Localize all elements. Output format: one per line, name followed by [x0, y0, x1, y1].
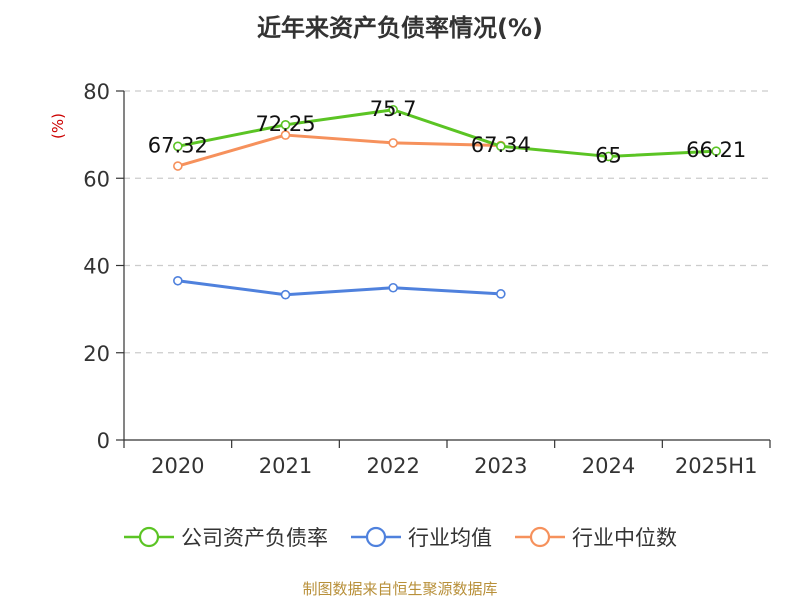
legend: 公司资产负债率 行业均值 行业中位数 [0, 520, 800, 554]
series-lines [173, 104, 721, 300]
data-point [173, 161, 183, 171]
y-axis-label: (%) [49, 113, 67, 139]
data-labels: 67.32 72.25 75.7 67.34 65 66.21 [148, 97, 746, 168]
data-point [280, 130, 291, 140]
legend-label: 公司资产负债率 [181, 526, 328, 550]
source-note: 制图数据来自恒生聚源数据库 [302, 580, 498, 598]
x-tick-label: 2024 [582, 454, 635, 478]
legend-swatch-marker [138, 526, 160, 548]
y-tick-label: 40 [83, 255, 110, 279]
data-point [280, 289, 291, 300]
legend-swatch [351, 526, 401, 548]
legend-swatch [515, 526, 565, 548]
data-point [496, 141, 506, 152]
x-tick-label: 2021 [259, 454, 312, 478]
legend-label: 行业均值 [408, 526, 492, 550]
series-line-1 [177, 279, 501, 297]
legend-item: 行业中位数 [514, 522, 677, 552]
data-label: 65 [595, 143, 622, 167]
chart-title: 近年来资产负债率情况(%) [257, 14, 543, 42]
x-tick-label: 2023 [474, 454, 527, 478]
data-point [388, 138, 398, 148]
data-point [496, 289, 506, 299]
data-point [388, 104, 398, 115]
legend-label: 行业中位数 [572, 526, 677, 550]
legend-item: 行业均值 [350, 522, 492, 552]
data-label: 66.21 [686, 138, 746, 162]
data-label: 75.7 [370, 97, 417, 121]
data-point [280, 120, 291, 130]
data-label: 72.25 [255, 112, 315, 136]
legend-item: 公司资产负债率 [123, 522, 328, 552]
y-tick-label: 60 [83, 167, 110, 191]
data-label: 67.32 [148, 133, 208, 157]
x-tick-label: 2022 [366, 454, 419, 478]
y-tick-label: 20 [83, 342, 110, 366]
legend-swatch [124, 526, 174, 548]
data-point [603, 151, 614, 162]
grid-lines [124, 90, 770, 354]
series-line-2 [177, 133, 501, 168]
x-tick-label: 2025H1 [675, 454, 758, 478]
x-tick-label: 2020 [151, 454, 204, 478]
data-point [173, 141, 183, 152]
data-point [388, 282, 398, 293]
data-point [711, 146, 721, 156]
y-tick-label: 0 [97, 429, 110, 453]
axes: 0 20 40 60 80 (%) 2020 2021 2022 2023 2024 2025H1 [49, 80, 771, 478]
legend-swatch-marker [529, 526, 551, 548]
data-label: 67.34 [471, 133, 531, 157]
y-tick-label: 80 [83, 80, 110, 104]
legend-swatch-marker [365, 526, 387, 548]
series-line-0 [177, 108, 717, 158]
data-point [173, 275, 183, 286]
